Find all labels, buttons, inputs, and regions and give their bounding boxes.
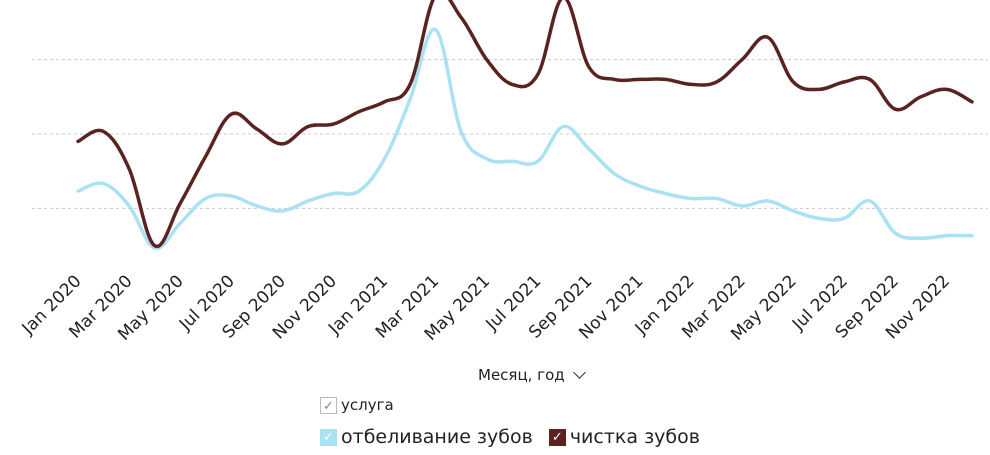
legend: ✓ отбеливание зубов ✓ чистка зубов — [320, 426, 700, 448]
chevron-down-icon — [572, 366, 586, 379]
legend-label: отбеливание зубов — [341, 426, 533, 448]
x-axis-title-text: Месяц, год — [478, 366, 565, 384]
gridlines — [32, 59, 988, 209]
legend-item-cleaning[interactable]: ✓ чистка зубов — [548, 426, 700, 448]
legend-title: ✓ услуга — [320, 396, 394, 414]
legend-title-text: услуга — [341, 396, 394, 414]
x-axis-title[interactable]: Месяц, год — [478, 366, 586, 384]
series-line-1 — [76, 0, 974, 248]
check-icon: ✓ — [320, 396, 337, 414]
check-icon: ✓ — [548, 428, 566, 446]
legend-label: чистка зубов — [569, 426, 700, 448]
series-lines — [76, 0, 974, 251]
series-line-0 — [76, 27, 974, 251]
check-icon: ✓ — [320, 428, 337, 446]
legend-item-whitening[interactable]: ✓ отбеливание зубов — [320, 426, 533, 448]
